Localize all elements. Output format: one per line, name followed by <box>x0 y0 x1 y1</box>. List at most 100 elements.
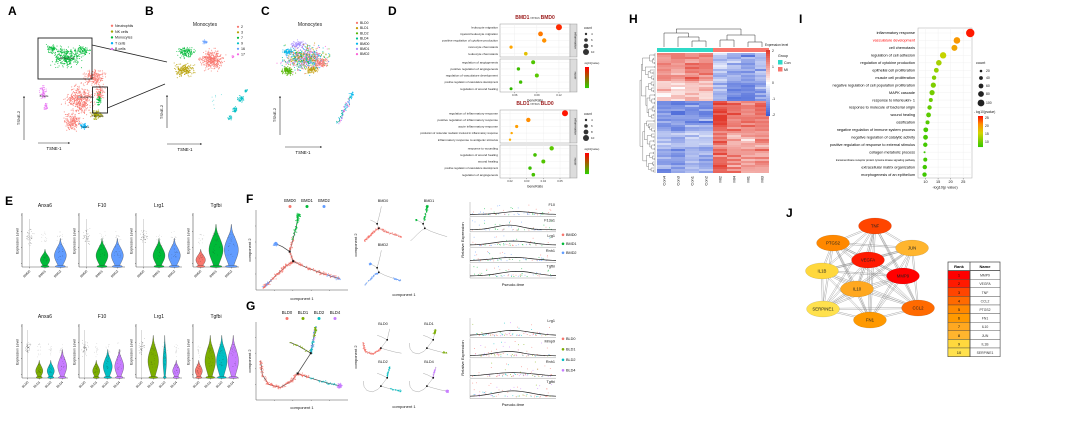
svg-text:0.12: 0.12 <box>556 93 562 97</box>
svg-text:Neutrophils: Neutrophils <box>78 95 94 99</box>
svg-text:positive regulation of inflamm: positive regulation of inflammatory resp… <box>437 118 498 122</box>
svg-text:4: 4 <box>591 32 593 36</box>
svg-text:count: count <box>584 26 592 30</box>
svg-text:F10: F10 <box>98 203 107 209</box>
svg-text:8: 8 <box>591 130 593 134</box>
svg-text:count: count <box>584 112 592 116</box>
panel-d: BMD1 versus BMD0 leukocyte migration myelo… <box>420 15 599 189</box>
svg-text:0.05: 0.05 <box>557 179 563 183</box>
panel-label-h: H <box>629 12 638 26</box>
svg-text:Expression Level: Expression Level <box>73 228 77 254</box>
panel-label-e: E <box>5 194 14 208</box>
svg-text:BMD1: BMD1 <box>95 269 104 278</box>
svg-text:4: 4 <box>591 118 593 122</box>
svg-text:positive regulation of vascula: positive regulation of vasculature devel… <box>445 80 499 84</box>
svg-text:8: 8 <box>591 44 593 48</box>
svg-text:BLD1 versus BLD0: BLD1 versus BLD0 <box>516 101 554 107</box>
svg-text:BMD1: BMD1 <box>209 269 218 278</box>
svg-text:BMD1: BMD1 <box>152 269 161 278</box>
svg-text:TSNE-1: TSNE-1 <box>47 146 63 151</box>
svg-text:regulation of angiogenesis: regulation of angiogenesis <box>462 173 499 177</box>
panel-label-d: D <box>388 4 397 18</box>
svg-text:-log10(pvalue): -log10(pvalue) <box>584 148 599 151</box>
svg-text:BLD0: BLD0 <box>78 380 87 389</box>
panel-label-f: F <box>246 192 254 206</box>
svg-text:NK cells: NK cells <box>92 114 104 118</box>
svg-text:BMD1: BMD1 <box>38 269 47 278</box>
panel-b: Monocytes 2 37 916 17 TSNE-2 TSNE-1 <box>159 22 248 152</box>
svg-text:BLD1: BLD1 <box>360 26 369 30</box>
svg-text:Neutrophils: Neutrophils <box>115 24 133 28</box>
panel-e: Anxa6 Expression Level BMD0 BMD1 BMD2 F10 Expr… <box>16 203 239 389</box>
svg-text:GeneRatio: GeneRatio <box>527 185 543 189</box>
svg-text:BMD2: BMD2 <box>167 269 176 278</box>
svg-text:T cells: T cells <box>115 41 126 45</box>
svg-text:regulation of inflammatory res: regulation of inflammatory response <box>449 111 498 115</box>
svg-text:BMD0: BMD0 <box>136 269 145 278</box>
svg-text:regulation of wound healing: regulation of wound healing <box>460 153 498 157</box>
svg-text:TSNE-2: TSNE-2 <box>272 107 277 122</box>
svg-text:7: 7 <box>241 36 243 40</box>
svg-text:BLD1: BLD1 <box>32 380 41 389</box>
svg-text:BMD0: BMD0 <box>79 269 88 278</box>
panel-label-i: I <box>799 12 803 26</box>
svg-text:TSNE-1: TSNE-1 <box>178 147 194 152</box>
svg-text:Expression Level: Expression Level <box>73 339 77 365</box>
svg-text:BLD2: BLD2 <box>101 380 110 389</box>
svg-text:leukocyte chemotaxis: leukocyte chemotaxis <box>468 52 498 56</box>
svg-text:positive regulation of angioge: positive regulation of angiogenesis <box>451 67 499 71</box>
svg-text:17: 17 <box>241 53 245 57</box>
svg-text:positive regulation of cytokin: positive regulation of cytokine producti… <box>442 39 498 43</box>
svg-text:Monocytes: Monocytes <box>298 22 323 28</box>
svg-text:3: 3 <box>241 31 243 35</box>
panel-label-a: A <box>8 4 17 18</box>
svg-text:TSNE-2: TSNE-2 <box>159 104 164 119</box>
svg-text:10: 10 <box>591 50 595 54</box>
svg-text:BMD0: BMD0 <box>360 42 370 46</box>
svg-text:Expression Level: Expression Level <box>187 228 191 254</box>
svg-text:0.06: 0.06 <box>512 93 518 97</box>
svg-text:NK cells: NK cells <box>115 30 128 34</box>
svg-text:Expression Level: Expression Level <box>16 339 20 365</box>
svg-text:monocyte chemotaxis: monocyte chemotaxis <box>468 45 498 49</box>
svg-text:Monocytes: Monocytes <box>193 22 218 28</box>
svg-text:Lrg1: Lrg1 <box>154 203 164 209</box>
svg-text:repair: repair <box>574 72 578 80</box>
svg-text:16: 16 <box>241 47 245 51</box>
svg-text:BLD4: BLD4 <box>112 380 121 389</box>
svg-text:wound healing: wound healing <box>478 160 498 164</box>
svg-text:BLD2: BLD2 <box>360 31 369 35</box>
svg-text:BLD0: BLD0 <box>360 21 369 25</box>
panel-j: TNFPTGS2JUNVEGFAMMP9IL1BIL10SERPINE1FN1C… <box>805 217 1001 357</box>
svg-text:production of molecular mediat: production of molecular mediator involve… <box>420 131 498 135</box>
svg-text:9: 9 <box>241 42 243 46</box>
svg-text:Anxa6: Anxa6 <box>38 203 52 209</box>
svg-text:BMD2: BMD2 <box>224 269 233 278</box>
svg-text:T cells: T cells <box>81 125 90 129</box>
svg-text:response to wounding: response to wounding <box>468 146 499 150</box>
svg-text:BMD2: BMD2 <box>53 269 62 278</box>
svg-text:BMD0: BMD0 <box>193 269 202 278</box>
panel-label-b: B <box>145 4 154 18</box>
svg-text:0.09: 0.09 <box>534 93 540 97</box>
svg-text:positive regulation of vascula: positive regulation of vasculature devel… <box>445 166 499 170</box>
svg-text:Lrg1: Lrg1 <box>154 314 164 320</box>
svg-text:leukocyte migration: leukocyte migration <box>471 25 498 29</box>
svg-text:BLD4: BLD4 <box>55 380 64 389</box>
svg-text:B cells: B cells <box>115 47 126 51</box>
svg-text:inflammation: inflammation <box>574 32 578 49</box>
svg-text:BMD0: BMD0 <box>22 269 31 278</box>
svg-text:BMD1: BMD1 <box>360 47 370 51</box>
svg-text:Expression Level: Expression Level <box>16 228 20 254</box>
svg-text:acute inflammatory response: acute inflammatory response <box>458 125 498 129</box>
svg-text:-log10(pvalue): -log10(pvalue) <box>584 62 599 65</box>
svg-text:BLD4: BLD4 <box>360 37 369 41</box>
svg-text:BLD2: BLD2 <box>44 380 53 389</box>
svg-text:6: 6 <box>591 124 593 128</box>
panel-a: Monocytes Neutrophils NK cells B cells T cel… <box>16 24 168 151</box>
